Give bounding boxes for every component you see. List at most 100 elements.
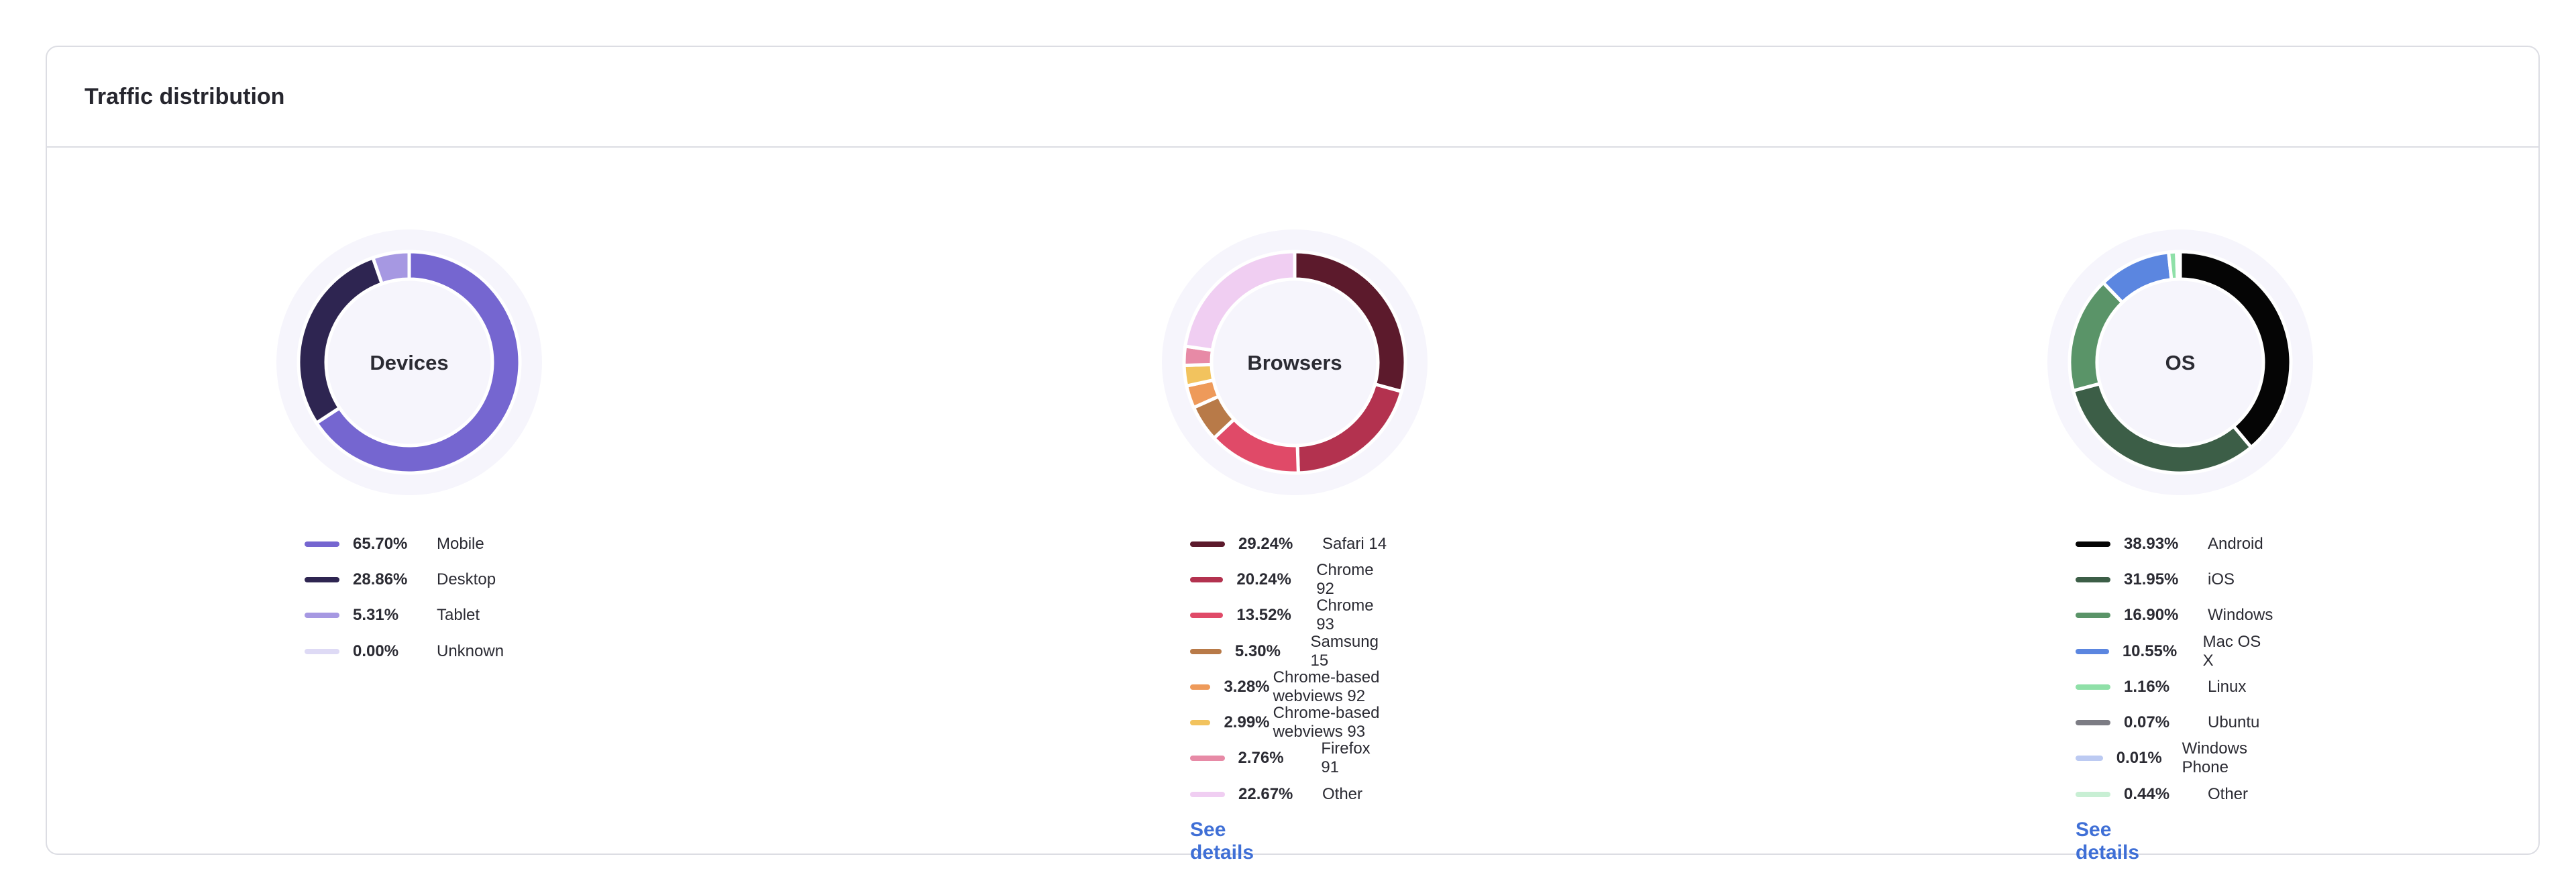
browsers-donut-svg: Browsers xyxy=(1162,229,1428,495)
legend-item: 3.28% Chrome-based webviews 92 xyxy=(1190,668,1392,705)
legend-item: 28.86% Desktop xyxy=(305,562,504,597)
legend-label: Windows Phone xyxy=(2182,739,2247,777)
legend-label: Other xyxy=(1322,784,1363,803)
devices-slice-mobile[interactable] xyxy=(314,250,522,475)
devices-donut-svg: Devices xyxy=(276,229,542,495)
legend-item: 0.07% Ubuntu xyxy=(2076,705,2273,740)
legend-swatch xyxy=(1190,791,1225,797)
legend-swatch xyxy=(1190,756,1225,762)
legend-label: Ubuntu xyxy=(2208,713,2260,732)
legend-label: Desktop xyxy=(437,570,496,588)
legend-item: 0.01% Windows Phone xyxy=(2076,739,2273,777)
legend-percentage: 5.30% xyxy=(1234,641,1281,660)
legend-label: Chrome 93 xyxy=(1316,597,1374,634)
browsers-slice-other[interactable] xyxy=(1183,250,1297,352)
legend-item: 10.55% Mac OS X xyxy=(2076,632,2273,670)
legend-percentage: 13.52% xyxy=(1236,606,1291,625)
legend-label: iOS xyxy=(2208,570,2235,588)
devices-legend: 65.70% Mobile 28.86% Desktop 5.31% Tablet 0.00… xyxy=(305,526,504,669)
legend-percentage: 10.55% xyxy=(2122,641,2178,660)
legend-percentage: 0.44% xyxy=(2124,784,2170,803)
legend-item: 0.00% Unknown xyxy=(305,633,504,669)
legend-item: 31.95% iOS xyxy=(2076,562,2273,597)
legend-swatch xyxy=(1190,720,1211,726)
legend-swatch xyxy=(305,541,339,547)
legend-swatch xyxy=(1190,684,1211,690)
legend-item: 2.76% Firefox 91 xyxy=(1190,739,1392,777)
legend-label: Linux xyxy=(2208,677,2247,696)
legend-swatch xyxy=(305,613,339,619)
legend-item: 38.93% Android xyxy=(2076,526,2273,562)
legend-label: Unknown xyxy=(437,641,504,660)
legend-swatch xyxy=(1190,613,1224,619)
legend-percentage: 0.01% xyxy=(2116,749,2162,768)
legend-item: 0.44% Other xyxy=(2076,776,2273,812)
legend-percentage: 2.99% xyxy=(1224,713,1270,732)
legend-percentage: 28.86% xyxy=(353,570,408,588)
legend-percentage: 0.07% xyxy=(2124,713,2170,732)
legend-percentage: 5.31% xyxy=(353,606,399,625)
browsers-chart-title: Browsers xyxy=(1247,351,1342,374)
legend-label: Android xyxy=(2208,534,2263,553)
os-donut-chart: OS xyxy=(2046,228,2314,497)
legend-swatch xyxy=(305,648,339,654)
os-slice-android[interactable] xyxy=(2178,250,2293,450)
legend-percentage: 2.76% xyxy=(1238,749,1284,768)
os-donut-svg: OS xyxy=(2047,229,2313,495)
legend-swatch xyxy=(305,576,339,582)
legend-percentage: 65.70% xyxy=(353,534,408,553)
legend-item: 5.31% Tablet xyxy=(305,598,504,633)
legend-label: Chrome-based webviews 92 xyxy=(1273,668,1380,705)
legend-label: Tablet xyxy=(437,606,480,625)
legend-percentage: 1.16% xyxy=(2124,677,2170,696)
legend-percentage: 38.93% xyxy=(2124,534,2179,553)
legend-item: 22.67% Other xyxy=(1190,776,1392,812)
legend-label: Chrome 92 xyxy=(1316,560,1374,598)
legend-percentage: 3.28% xyxy=(1224,677,1270,696)
legend-item: 1.16% Linux xyxy=(2076,669,2273,705)
legend-label: Mobile xyxy=(437,534,484,553)
legend-percentage: 16.90% xyxy=(2124,606,2179,625)
legend-label: Samsung 15 xyxy=(1310,632,1379,670)
legend-item: 5.30% Samsung 15 xyxy=(1190,632,1392,670)
browsers-legend: 29.24% Safari 14 20.24% Chrome 92 13.52% Chro… xyxy=(1190,526,1392,812)
legend-swatch xyxy=(1190,648,1222,654)
devices-donut-chart: Devices xyxy=(275,228,543,497)
legend-swatch xyxy=(2076,576,2110,582)
card-title: Traffic distribution xyxy=(85,83,285,109)
browsers-see-details-link[interactable]: See details xyxy=(1190,819,1254,864)
card-header: Traffic distribution xyxy=(47,47,2538,148)
legend-label: Chrome-based webviews 93 xyxy=(1273,704,1380,741)
legend-swatch xyxy=(2076,684,2110,690)
legend-percentage: 29.24% xyxy=(1238,534,1293,553)
legend-label: Other xyxy=(2208,784,2249,803)
traffic-distribution-card: Traffic distribution Devices 65.70% Mobil… xyxy=(46,46,2540,864)
legend-label: Windows xyxy=(2208,606,2273,625)
legend-percentage: 20.24% xyxy=(1236,570,1291,588)
legend-swatch xyxy=(1190,541,1225,547)
legend-swatch xyxy=(2076,648,2109,654)
legend-label: Safari 14 xyxy=(1322,534,1387,553)
os-legend: 38.93% Android 31.95% iOS 16.90% Windows 10.55… xyxy=(2076,526,2273,812)
legend-percentage: 22.67% xyxy=(1238,784,1293,803)
legend-item: 2.99% Chrome-based webviews 93 xyxy=(1190,704,1392,741)
legend-swatch xyxy=(2076,613,2110,619)
legend-item: 13.52% Chrome 93 xyxy=(1190,597,1392,634)
legend-label: Mac OS X xyxy=(2202,632,2261,670)
legend-swatch xyxy=(2076,720,2110,726)
os-see-details-link[interactable]: See details xyxy=(2076,819,2140,864)
browsers-donut-chart: Browsers xyxy=(1161,228,1429,497)
legend-swatch xyxy=(2076,791,2110,797)
browsers-slice-chrome-based-webviews-93[interactable] xyxy=(1182,362,1216,389)
legend-label: Firefox 91 xyxy=(1321,739,1371,777)
os-slice-other[interactable] xyxy=(2175,250,2182,281)
legend-swatch xyxy=(2076,756,2103,762)
os-chart-title: OS xyxy=(2165,351,2196,374)
legend-swatch xyxy=(2076,541,2110,547)
devices-slice-tablet[interactable] xyxy=(370,250,411,287)
legend-percentage: 31.95% xyxy=(2124,570,2179,588)
legend-item: 20.24% Chrome 92 xyxy=(1190,560,1392,598)
devices-chart-title: Devices xyxy=(370,351,448,374)
legend-percentage: 0.00% xyxy=(353,641,399,660)
legend-item: 16.90% Windows xyxy=(2076,598,2273,633)
